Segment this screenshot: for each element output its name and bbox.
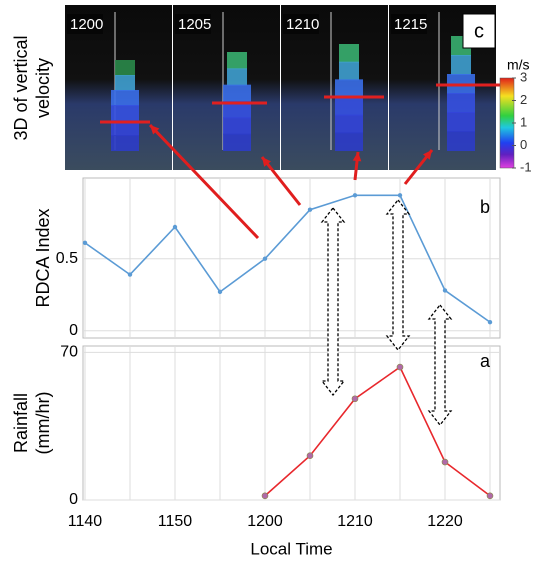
x-tick-label: 1210 [337,513,373,530]
cloud-voxel [115,75,135,91]
data-point [352,193,358,198]
frame-time: 1215 [394,16,427,33]
colorbar [499,77,515,169]
data-point [82,240,88,246]
cloud-voxel [111,135,139,151]
data-point [262,256,268,261]
frame: 1200 [65,5,172,170]
cloud-voxel [447,93,475,113]
colorbar-label: m/s [507,57,530,73]
cloud-voxel [223,133,251,151]
panel-label-box [462,13,496,49]
frame-time: 1210 [286,16,319,33]
y-axis-label: velocity [33,58,53,118]
cloud-voxel [111,105,139,121]
data-point [487,319,493,325]
frame-time: 1205 [178,16,211,33]
data-point [261,492,269,500]
data-point [351,395,359,403]
y-tick-label: 0 [69,491,78,508]
colorbar-tick-label: 2 [520,92,527,107]
panel-label: a [480,351,491,371]
data-point [396,363,404,371]
cloud-voxel [335,97,363,116]
data-point [442,288,448,293]
time-box [283,14,319,34]
cloud-voxel [111,120,139,136]
cloud-voxel [447,112,475,132]
time-box [175,14,211,34]
cloud-voxel [227,68,247,86]
x-axis-label: Local Time [250,539,332,558]
cloud-voxel [339,61,359,81]
x-tick-label: 1200 [247,513,283,530]
frame: 1210 [281,5,388,170]
frame: 1205 [173,5,280,170]
y-tick-label: 0.5 [56,250,78,267]
data-point [127,272,133,277]
arrow-head [150,125,160,135]
cloud-voxel [115,60,135,76]
cloud-voxel [335,114,363,134]
cloud-voxel [447,131,475,151]
data-line [264,365,491,497]
y-axis-label: (mm/hr) [33,392,53,455]
data-line [84,194,491,323]
arrow-head [352,152,362,162]
arrow-head [422,150,432,160]
colorbar-tick-label: 0 [520,137,527,152]
data-point [397,193,403,198]
frame-time: 1200 [70,16,103,33]
colorbar-tick-label: 1 [520,114,527,129]
arrow [148,123,260,240]
data-point [172,224,178,230]
cloud-voxel [335,79,363,98]
time-box [67,14,103,34]
cloud-voxel [223,101,251,119]
cloud-voxel [339,44,359,63]
cloud-voxel [111,90,139,106]
cloud-voxel [335,132,363,151]
cloud-voxel [451,55,471,75]
x-tick-label: 1150 [158,513,193,530]
y-tick-label: 0 [69,322,78,339]
arrow-head [262,157,271,167]
cloud-voxel [227,52,247,70]
y-axis-label: RDCA Index [33,208,53,307]
data-point [217,289,223,295]
y-axis-label: Rainfall [11,393,31,453]
double-arrow [427,303,453,427]
time-box [391,14,427,34]
data-point [306,452,314,459]
y-axis-label: 3D of vertical [11,35,31,140]
panel-label: b [480,197,490,217]
panel-label: c [474,20,484,42]
x-tick-label: 1140 [68,513,103,530]
y-tick-label: 70 [60,344,78,361]
double-arrow [385,198,411,352]
data-point [486,492,494,500]
cloud-voxel [223,84,251,102]
x-tick-label: 1220 [427,513,463,530]
data-point [307,207,313,212]
colorbar-tick-label: -1 [520,159,532,174]
arrow [260,156,302,206]
cloud-voxel [223,117,251,135]
plot-frame [82,177,501,339]
data-point [441,458,449,466]
colorbar-tick-label: 3 [520,69,527,84]
double-arrow [320,206,346,397]
